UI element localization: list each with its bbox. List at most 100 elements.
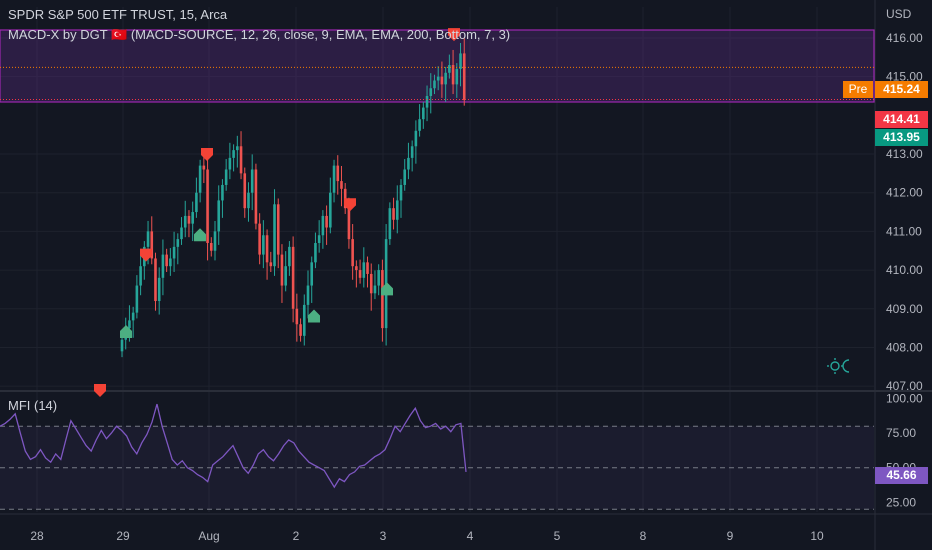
candle-body [206,169,209,243]
time-tick-label: Aug [198,529,219,543]
mfi-pane[interactable] [0,403,874,510]
time-tick-label: 8 [640,529,647,543]
candle-body [135,285,139,313]
time-tick-label: 28 [30,529,44,543]
candle-body [284,266,287,286]
candle-body [399,184,403,201]
candle-body [310,262,314,286]
candle-body [273,204,276,267]
candle-body [425,95,429,108]
candles-layer [120,38,466,358]
candle-body [169,258,172,267]
candle-body [369,273,373,294]
buy-signal-marker [120,324,132,338]
candle-body [258,223,261,255]
candle-body [269,262,273,267]
candle-body [291,246,295,309]
symbol-title[interactable]: SPDR S&P 500 ETF TRUST, 15, Arca [8,7,228,22]
premarket-price-tag: 415.24 [875,81,928,98]
price-tick-label: 411.00 [886,224,922,238]
candle-body [381,270,384,329]
sell-signal-marker [448,28,460,42]
candle-body [414,130,418,147]
candle-body [422,107,425,120]
mfi-line [0,403,467,489]
candle-body [224,169,228,185]
candle-body [436,76,440,81]
candle-body [351,239,354,267]
candle-body [306,285,310,305]
time-axis[interactable]: 28 29 Aug 2 3 4 5 8 9 10 [30,529,824,543]
mfi-legend[interactable]: MFI (14) [8,398,58,413]
candle-body [388,208,392,240]
price-tick-label: 413.00 [886,147,923,161]
candle-body [180,227,183,240]
candle-body [288,246,291,267]
candle-body [295,308,299,325]
signals-layer [94,28,460,397]
candle-body [128,320,131,329]
candle-body [120,339,124,352]
price-tick-label: 409.00 [886,302,923,316]
candle-body [243,173,247,209]
candle-body [247,192,250,209]
candle-body [217,200,221,232]
price-tick-label: 410.00 [886,263,923,277]
candle-body [150,231,154,259]
candle-body [403,169,407,185]
premarket-label: Pre [843,81,873,98]
mfi-value-tag: 45.66 [875,467,928,484]
candle-body [451,65,455,85]
candle-body [299,324,302,336]
candle-body [254,169,258,224]
sell-signal-marker [94,384,106,397]
time-tick-label: 10 [810,529,824,543]
candle-body [157,277,161,302]
candle-body [455,68,459,85]
price-tick-label: 416.00 [886,31,923,45]
time-tick-label: 3 [380,529,387,543]
candle-body [407,157,410,170]
buy-signal-marker [308,309,320,323]
candle-body [198,165,202,193]
candle-body [347,208,351,240]
candle-body [236,146,239,151]
mfi-tick-label: 100.00 [886,392,923,406]
candle-body [377,270,380,286]
candle-body [429,88,433,96]
candle-body [462,53,466,100]
candle-body [228,157,232,170]
candle-body [209,242,213,251]
candle-body [314,242,317,263]
indicator-legend[interactable]: MACD-X by DGT 🇹🇷 (MACD-SOURCE, 12, 26, c… [8,27,511,42]
candle-body [355,266,358,271]
candle-body [146,231,150,247]
candle-body [165,254,168,267]
candle-body [302,304,306,336]
candle-body [213,231,217,251]
candle-body [317,235,321,243]
candle-body [440,76,444,85]
candle-body [410,146,414,158]
candle-body [433,80,436,89]
time-tick-label: 5 [554,529,561,543]
time-tick-label: 2 [293,529,300,543]
candle-body [448,65,451,73]
price-axis[interactable]: USD 416.00 415.00 413.00 412.00 411.00 410.00 4… [886,7,923,509]
time-tick-label: 29 [116,529,130,543]
candle-body [340,181,343,189]
candle-body [221,184,224,201]
candle-body [444,72,447,85]
buy-signal-marker [194,228,206,242]
candle-body [362,262,366,278]
candle-body [336,165,340,182]
candle-body [459,53,462,69]
price-tick-label: 407.00 [886,379,923,393]
last-price-tag: 414.41 [875,111,928,128]
buy-signal-marker [381,282,393,296]
candle-body [418,119,421,131]
sell-signal-marker [140,248,152,262]
price-axis-currency: USD [886,7,912,21]
